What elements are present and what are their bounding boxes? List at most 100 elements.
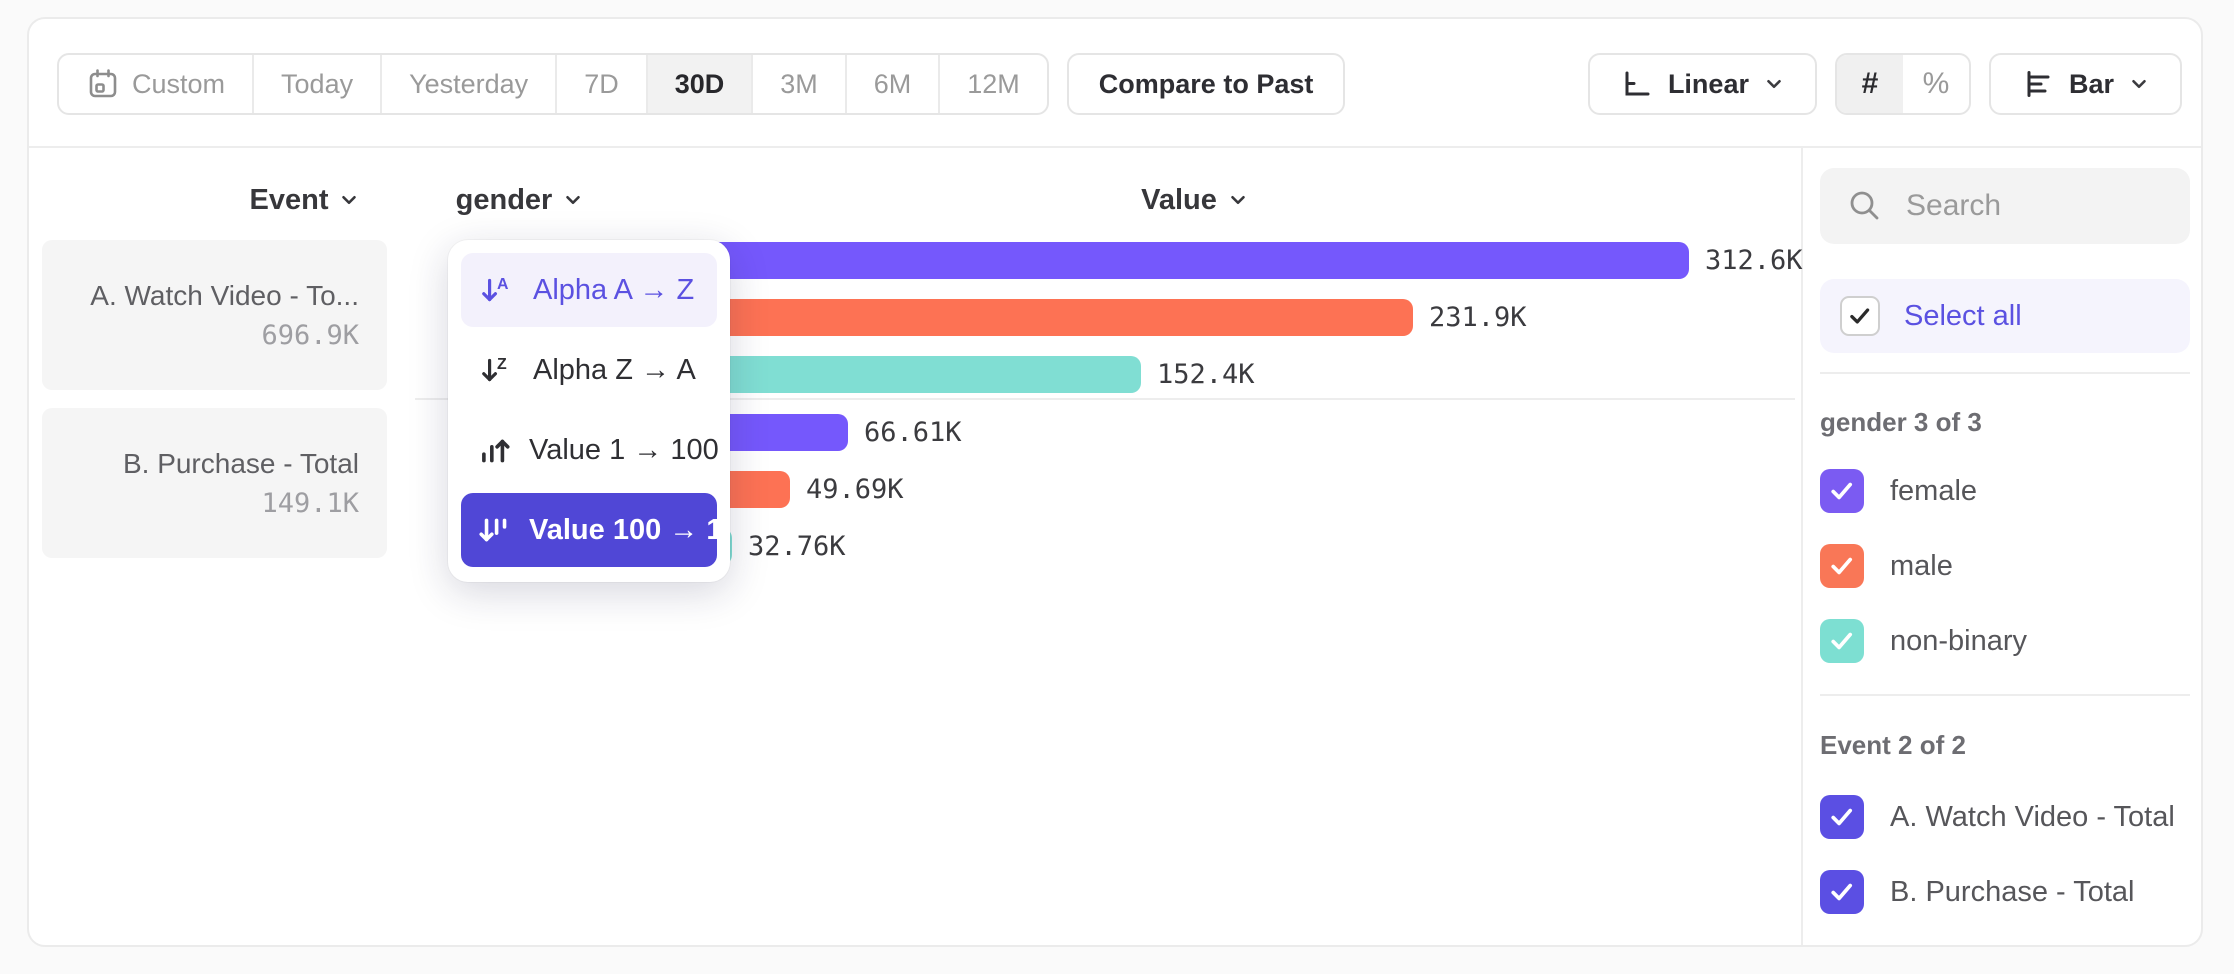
segment-label: non-binary	[1890, 624, 2028, 657]
event-label: A. Watch Video - Total	[1890, 800, 2175, 833]
sort-dropdown-menu: A Alpha A → Z Z Alpha Z → A Value 1 → 1	[448, 240, 730, 582]
date-range-3m[interactable]: 3M	[753, 55, 847, 113]
sort-value-asc-icon	[477, 432, 513, 468]
purchase-checkbox[interactable]	[1820, 870, 1864, 914]
sort-alpha-asc-item[interactable]: A Alpha A → Z	[461, 253, 717, 327]
chart-type-dropdown[interactable]: Bar	[1988, 53, 2182, 115]
sort-value-desc-item[interactable]: Value 100 → 1	[461, 493, 722, 567]
sort-value-desc-icon	[477, 512, 513, 548]
axis-scale-icon	[1620, 67, 1654, 101]
chevron-down-icon	[1231, 195, 1245, 205]
event-row-watch-video[interactable]: A. Watch Video - Total	[1820, 795, 2203, 839]
bar-value-label: 152.4K	[1157, 359, 1255, 390]
toolbar-right: Linear # % Bar	[1587, 53, 2182, 115]
compare-to-past-button[interactable]: Compare to Past	[1066, 53, 1346, 115]
bar-value-label: 231.9K	[1429, 302, 1527, 333]
svg-text:Z: Z	[497, 356, 507, 373]
date-range-6m[interactable]: 6M	[847, 55, 941, 113]
scale-dropdown[interactable]: Linear	[1587, 53, 1817, 115]
watch-video-checkbox[interactable]	[1820, 795, 1864, 839]
bar-chart-icon	[2021, 67, 2055, 101]
event-card-title: A. Watch Video - To...	[90, 279, 359, 311]
scale-label: Linear	[1667, 68, 1749, 99]
date-range-label: 3M	[780, 68, 818, 99]
hash-icon: #	[1861, 67, 1879, 100]
chevron-down-icon	[1763, 73, 1785, 95]
event-card-total: 149.1K	[261, 487, 359, 519]
event-card-watch-video[interactable]: A. Watch Video - To... 696.9K	[42, 240, 387, 390]
segment-label: male	[1890, 549, 1953, 582]
value-column-header[interactable]: Value	[1105, 182, 1285, 218]
value-format-toggle: # %	[1834, 53, 1971, 115]
date-range-label: Custom	[132, 68, 226, 99]
event-card-purchase[interactable]: B. Purchase - Total 149.1K	[42, 408, 387, 558]
checkmark-icon	[1831, 883, 1853, 901]
select-all-row[interactable]: Select all	[1820, 279, 2190, 353]
segment-row-male[interactable]: male	[1820, 544, 2203, 588]
bar-watch-video-male[interactable]	[620, 299, 1413, 336]
male-checkbox[interactable]	[1820, 544, 1864, 588]
gender-section-title: gender 3 of 3	[1820, 407, 1982, 437]
gender-column-header[interactable]: gender	[440, 182, 600, 218]
checkmark-icon	[1831, 808, 1853, 826]
date-range-yesterday[interactable]: Yesterday	[382, 55, 558, 113]
segment-row-non-binary[interactable]: non-binary	[1820, 619, 2203, 663]
event-card-total: 696.9K	[261, 319, 359, 351]
event-column-header[interactable]: Event	[230, 182, 380, 218]
date-range-label: Yesterday	[409, 68, 529, 99]
sort-value-asc-item[interactable]: Value 1 → 100	[461, 413, 719, 487]
menu-item-label: Value 100 → 1	[529, 513, 723, 546]
bar-row: 312.6K	[620, 242, 1803, 279]
menu-item-label: Alpha Z → A	[533, 353, 696, 386]
date-range-30d[interactable]: 30D	[647, 55, 754, 113]
sidebar-divider	[1820, 372, 2190, 374]
calendar-icon	[86, 67, 120, 101]
search-box[interactable]	[1820, 168, 2190, 244]
checkmark-icon	[1831, 632, 1853, 650]
date-range-label: 6M	[873, 68, 912, 99]
value-header-label: Value	[1141, 183, 1217, 216]
svg-text:A: A	[497, 276, 509, 293]
date-range-label: 7D	[584, 68, 619, 99]
bar-value-label: 66.61K	[864, 417, 962, 448]
date-range-custom[interactable]: Custom	[59, 55, 255, 113]
event-section-title: Event 2 of 2	[1820, 730, 1966, 760]
select-all-label: Select all	[1904, 299, 2022, 332]
bar-value-label: 49.69K	[806, 474, 904, 505]
percent-icon: %	[1922, 67, 1950, 100]
chevron-down-icon	[342, 195, 357, 205]
sort-alpha-desc-icon: Z	[477, 352, 517, 388]
toolbar-left: Custom Today Yesterday 7D 30D 3M 6M 12M …	[57, 53, 1346, 115]
segment-label: female	[1890, 474, 1978, 507]
bar-row: 231.9K	[620, 299, 1527, 336]
date-range-label: 12M	[967, 68, 1020, 99]
sidebar-divider	[1820, 694, 2190, 696]
segment-row-female[interactable]: female	[1820, 469, 2203, 513]
event-row-purchase[interactable]: B. Purchase - Total	[1820, 870, 2203, 914]
date-range-7d[interactable]: 7D	[557, 55, 648, 113]
checkmark-icon	[1850, 308, 1870, 324]
female-checkbox[interactable]	[1820, 469, 1864, 513]
percent-format-button[interactable]: %	[1903, 55, 1969, 113]
select-all-checkbox[interactable]	[1840, 296, 1880, 336]
bar-watch-video-female[interactable]	[620, 242, 1689, 279]
date-range-today[interactable]: Today	[254, 55, 383, 113]
checkmark-icon	[1831, 482, 1853, 500]
absolute-format-button[interactable]: #	[1836, 55, 1903, 113]
sort-alpha-desc-item[interactable]: Z Alpha Z → A	[461, 333, 717, 407]
chart-type-label: Bar	[2068, 68, 2114, 99]
chevron-down-icon	[566, 195, 581, 205]
group-divider	[415, 398, 1795, 400]
gender-header-label: gender	[455, 183, 553, 216]
chevron-down-icon	[2128, 73, 2150, 95]
event-card-title: B. Purchase - Total	[122, 447, 359, 479]
search-input[interactable]	[1906, 189, 2176, 223]
menu-item-label: Value 1 → 100	[529, 433, 719, 466]
date-range-label: Today	[281, 68, 354, 99]
event-label: B. Purchase - Total	[1890, 875, 2135, 908]
date-range-12m[interactable]: 12M	[940, 55, 1047, 113]
checkmark-icon	[1831, 557, 1853, 575]
non-binary-checkbox[interactable]	[1820, 619, 1864, 663]
compare-to-past-label: Compare to Past	[1098, 68, 1314, 99]
